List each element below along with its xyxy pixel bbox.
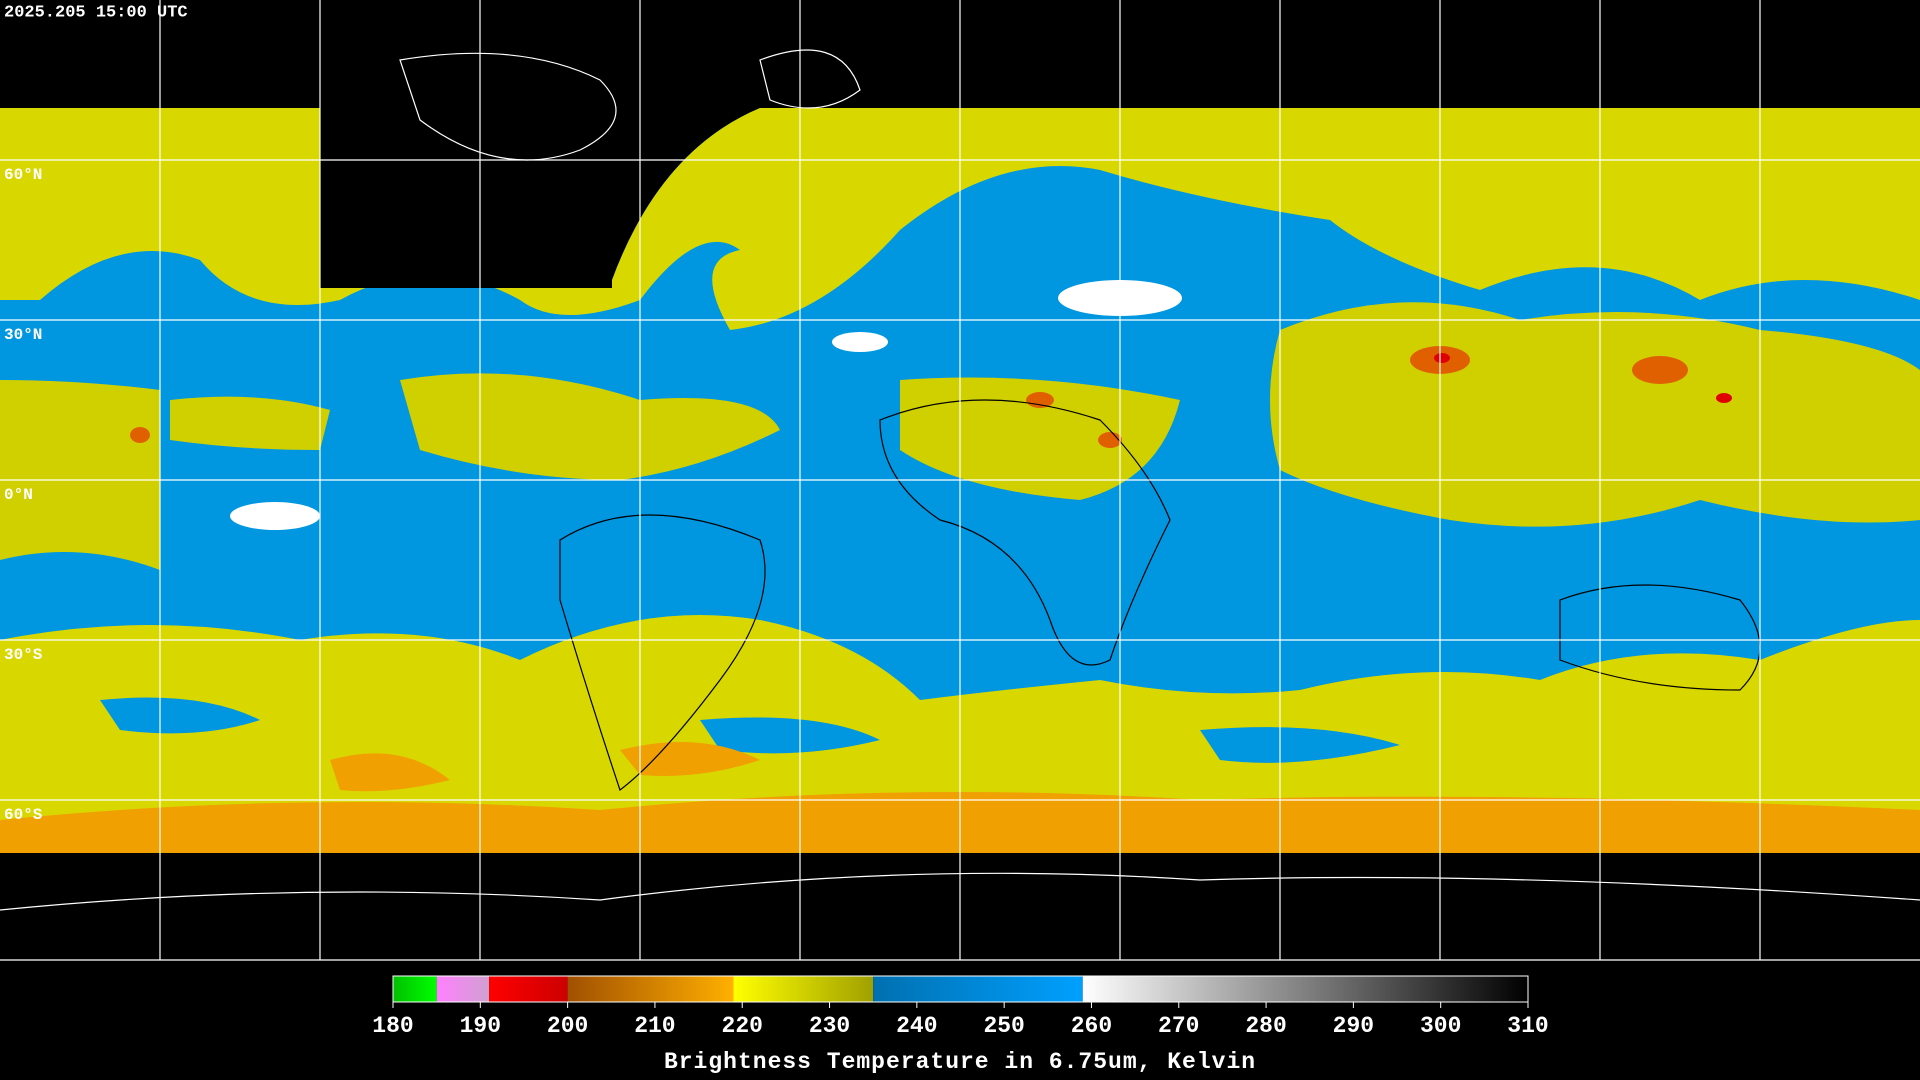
latitude-label: 60°S: [4, 806, 43, 824]
colorbar-tick-label: 220: [722, 1013, 763, 1039]
colorbar-tick-label: 310: [1507, 1013, 1548, 1039]
colorbar-tick-label: 240: [896, 1013, 937, 1039]
graticule: [0, 0, 1920, 961]
colorbar-segment: [489, 976, 568, 1002]
colorbar-segment: [1082, 976, 1528, 1002]
timestamp: 2025.205 15:00 UTC: [4, 3, 188, 22]
colorbar-tick-label: 190: [460, 1013, 501, 1039]
colorbar-tick-label: 300: [1420, 1013, 1461, 1039]
colorbar-tick-label: 210: [634, 1013, 675, 1039]
colorbar-tick-label: 200: [547, 1013, 588, 1039]
colorbar-tick-label: 270: [1158, 1013, 1199, 1039]
colorbar-segment: [393, 976, 437, 1002]
colorbar-tick-label: 230: [809, 1013, 850, 1039]
colorbar-frame: [392, 975, 1529, 1003]
colorbar-segment: [436, 976, 490, 1002]
latitude-label: 0°N: [4, 486, 33, 504]
colorbar-segment: [733, 976, 874, 1002]
colorbar-segment: [567, 976, 734, 1002]
latitude-label: 30°S: [4, 646, 43, 664]
colorbar-label: Brightness Temperature in 6.75um, Kelvin: [664, 1049, 1256, 1075]
colorbar-tick-label: 260: [1071, 1013, 1112, 1039]
colorbar-tick-label: 290: [1333, 1013, 1374, 1039]
colorbar-tick-label: 280: [1245, 1013, 1286, 1039]
colorbar-tick-label: 250: [983, 1013, 1024, 1039]
latitude-label: 30°N: [4, 326, 42, 344]
latitude-label: 60°N: [4, 166, 42, 184]
colorbar-tick-label: 180: [372, 1013, 413, 1039]
coastlines-polar: [0, 49, 1920, 911]
colorbar-segment: [873, 976, 1083, 1002]
